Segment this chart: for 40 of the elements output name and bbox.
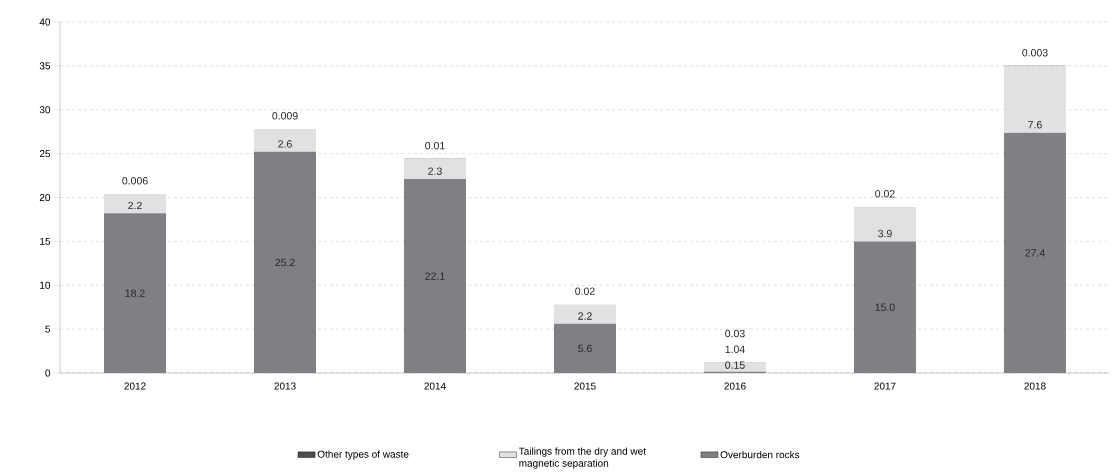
x-tick-label: 2017 (874, 382, 896, 390)
y-tick-label: 20 (39, 193, 51, 202)
data-label: 3.9 (878, 229, 892, 238)
data-label: 7.6 (1028, 120, 1042, 129)
data-label: 5.6 (578, 344, 592, 353)
data-label: 18.2 (125, 289, 145, 297)
data-label: 0.009 (272, 112, 298, 120)
legend-label: Overburden rocks (720, 450, 800, 459)
data-label: 15.0 (875, 303, 895, 311)
data-label: 0.02 (575, 287, 595, 295)
data-label: 0.006 (122, 177, 148, 185)
y-tick-label: 30 (39, 106, 51, 114)
y-tick-label: 35 (39, 62, 51, 70)
data-label: 27.4 (1025, 249, 1045, 257)
data-label: 1.04 (725, 345, 745, 354)
y-tick-label: 5 (45, 325, 51, 333)
y-tick-label: 0 (45, 369, 51, 377)
data-label: 2.6 (278, 140, 292, 148)
x-tick-label: 2016 (724, 382, 746, 390)
y-tick-label: 10 (40, 281, 51, 289)
data-label: 2.2 (128, 201, 142, 210)
data-label: 2.3 (428, 167, 442, 175)
data-label: 0.02 (875, 190, 895, 198)
y-tick-label: 15 (40, 237, 51, 245)
x-tick-label: 2012 (124, 382, 146, 390)
legend-label: Other types of waste (317, 450, 409, 460)
x-tick-label: 2013 (274, 382, 296, 390)
data-label: 0.03 (725, 329, 745, 338)
x-tick-label: 2018 (1024, 382, 1046, 390)
x-tick-label: 2015 (574, 382, 596, 390)
data-label: 2.2 (578, 312, 592, 320)
y-tick-label: 40 (39, 18, 51, 26)
x-tick-label: 2014 (424, 382, 446, 390)
data-label: 0.01 (425, 141, 445, 150)
data-label: 0.15 (725, 361, 745, 369)
data-label: 25.2 (275, 258, 295, 267)
y-tick-label: 25 (39, 150, 51, 158)
data-label: 22.1 (425, 272, 445, 280)
legend-label: Tailings from the dry and wet magnetic separation (518, 447, 646, 469)
data-label: 0.003 (1022, 48, 1048, 57)
